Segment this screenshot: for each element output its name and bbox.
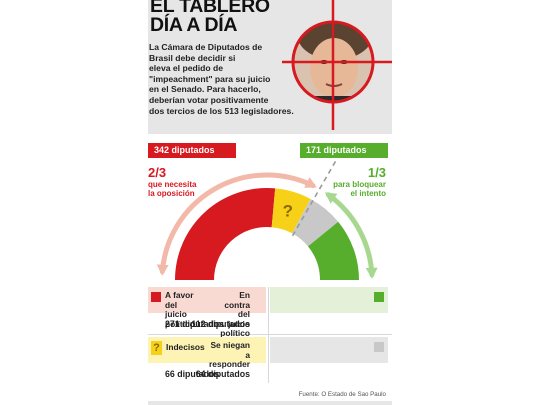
block-arrow-head-top: [324, 192, 338, 204]
legend-niegan-count: 64 diputados: [195, 369, 250, 379]
source-credit: Fuente: O Estado de Sao Paulo: [298, 391, 386, 398]
opposition-caption: que necesita la oposición: [148, 180, 197, 198]
legend-divider: [268, 287, 269, 383]
legend: A favor del juicio político 271 diputado…: [148, 287, 392, 385]
legend-favor-swatch: [151, 292, 161, 302]
question-mark-icon: ?: [151, 341, 162, 355]
legend-niegan-swatch: [374, 342, 384, 352]
opposition-arrow-head-right: [304, 177, 317, 188]
legend-contra-label: En contra del juicio político: [220, 290, 250, 338]
block-threshold-label: 171 diputados: [300, 143, 388, 158]
block-caption: para bloquear el intento: [333, 180, 386, 198]
legend-favor-count: 271 diputados: [165, 319, 225, 329]
bottom-rule: [148, 401, 392, 405]
infographic-title: EL TABLERO DÍA A DÍA: [150, 0, 270, 36]
block-arrow: [325, 192, 375, 278]
block-fraction: 1/3: [367, 165, 386, 180]
block-arrow-head-bottom: [365, 267, 378, 279]
question-mark-icon: ?: [283, 202, 293, 221]
crosshair-icon: [282, 0, 392, 130]
legend-contra-bg: [270, 287, 388, 313]
infographic-card: EL TABLERO DÍA A DÍA La Cámara de Diputa…: [148, 0, 392, 405]
legend-indecisos-count: 66 diputados: [165, 369, 220, 379]
legend-indecisos-label: Indecisos: [166, 342, 205, 352]
opposition-threshold-label: 342 diputados: [148, 143, 236, 158]
arc-segment-1: [271, 188, 311, 234]
portrait-photo: [293, 22, 373, 102]
arc-segment-3: [308, 221, 359, 280]
legend-favor-bg: [148, 287, 266, 313]
opposition-fraction: 2/3: [148, 165, 167, 180]
portrait-crosshair: [282, 0, 392, 130]
legend-contra-count: 112 diputados: [191, 319, 250, 329]
opposition-arrow: [159, 172, 316, 275]
legend-row-divider: [148, 334, 392, 335]
legend-favor-label: A favor del juicio político: [165, 290, 195, 329]
arc-segment-2: [292, 198, 339, 247]
vote-arc-chart: ?: [156, 160, 378, 280]
opposition-arrow-head-left: [156, 264, 169, 276]
legend-contra-swatch: [374, 292, 384, 302]
header-panel: EL TABLERO DÍA A DÍA La Cámara de Diputa…: [148, 0, 392, 134]
legend-niegan-label: Se niegan a responder: [209, 340, 251, 369]
legend-niegan-bg: [270, 337, 388, 363]
intro-text: La Cámara de Diputados de Brasil debe de…: [149, 42, 294, 116]
arc-segment-0: [175, 187, 276, 280]
legend-indecisos-bg: [148, 337, 266, 363]
